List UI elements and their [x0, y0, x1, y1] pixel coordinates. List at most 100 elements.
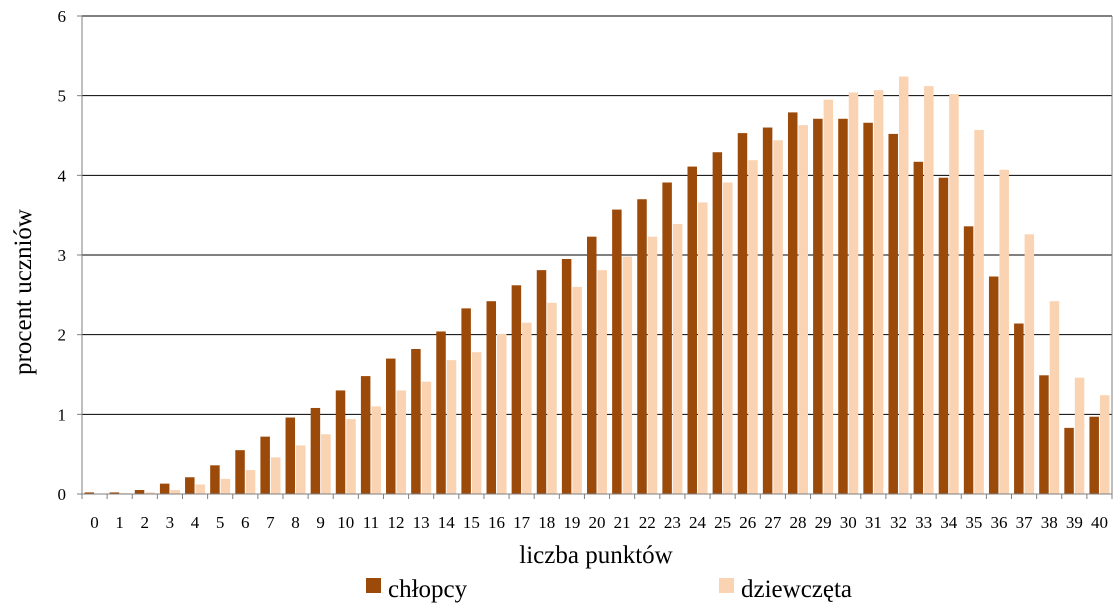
bar-dziewczeta-7: [270, 457, 281, 494]
bar-chlopcy-3: [159, 483, 170, 494]
bar-chlopcy-11: [360, 376, 371, 494]
bar-chlopcy-26: [737, 133, 748, 495]
bar-dziewczeta-36: [999, 169, 1009, 495]
bar-chlopcy-15: [461, 308, 471, 494]
bar-dziewczeta-2: [145, 492, 155, 494]
x-tick-label: 17: [513, 513, 531, 532]
y-tick-label: 2: [58, 326, 67, 345]
bar-dziewczeta-17: [522, 322, 532, 494]
bar-dziewczeta-19: [572, 286, 582, 494]
bar-chlopcy-36: [988, 276, 999, 494]
y-tick-label: 1: [58, 405, 67, 424]
x-tick-labels: 0 1 2 3 4 5 6 7 8 9 10 11 12 13 14 15 16 17 18 19 20 21 22 23 24…: [90, 513, 1108, 532]
x-tick-label: 11: [363, 513, 379, 532]
bar-dziewczeta-11: [371, 406, 381, 494]
x-tick-label: 0: [90, 513, 99, 532]
legend-swatch-chlopcy: [366, 578, 381, 593]
bar-dziewczeta-31: [873, 90, 884, 494]
x-tick-label: 14: [438, 513, 456, 532]
x-tick-label: 37: [1016, 513, 1034, 532]
bar-chlopcy-13: [411, 349, 421, 494]
x-tick-label: 22: [639, 513, 656, 532]
x-tick-label: 33: [915, 513, 932, 532]
x-tick-label: 6: [241, 513, 250, 532]
bar-chlopcy-2: [134, 490, 145, 494]
x-tick-label: 40: [1091, 513, 1108, 532]
bar-chlopcy-33: [913, 161, 924, 495]
legend-swatch-dziewczeta: [719, 578, 734, 593]
bar-chlopcy-37: [1014, 323, 1024, 494]
x-tick-label: 3: [166, 513, 175, 532]
bar-dziewczeta-8: [296, 445, 306, 494]
bar-dziewczeta-25: [723, 182, 733, 494]
bar-chlopcy-30: [838, 118, 848, 495]
bar-dziewczeta-33: [924, 86, 934, 495]
bar-chlopcy-31: [863, 122, 873, 495]
bar-dziewczeta-13: [421, 381, 432, 494]
x-tick-label: 38: [1041, 513, 1058, 532]
bar-chlopcy-5: [210, 465, 220, 494]
y-tick-label: 6: [58, 7, 67, 26]
x-tick-label: 24: [689, 513, 707, 532]
bar-dziewczeta-29: [823, 99, 834, 495]
bar-chlopcy-35: [963, 226, 974, 494]
bar-chlopcy-21: [612, 209, 622, 494]
bar-dziewczeta-3: [170, 490, 180, 494]
bar-dziewczeta-27: [773, 140, 783, 494]
bar-chlopcy-27: [762, 127, 773, 495]
bar-chlopcy-32: [888, 133, 898, 494]
bar-dziewczeta-22: [647, 236, 658, 494]
x-tick-label: 7: [266, 513, 275, 532]
bar-dziewczeta-18: [547, 302, 557, 494]
y-axis-title: procent uczniów: [10, 209, 37, 375]
bar-chlopcy-12: [386, 358, 396, 494]
x-tick-label: 31: [865, 513, 882, 532]
bar-dziewczeta-6: [245, 470, 256, 494]
x-tick-label: 18: [538, 513, 555, 532]
bar-chlopcy-39: [1064, 427, 1074, 494]
bar-chlopcy-34: [938, 177, 949, 494]
x-tick-label: 13: [413, 513, 430, 532]
x-axis-title: liczba punktów: [519, 542, 672, 569]
x-tick-label: 16: [488, 513, 505, 532]
x-tick-label: 26: [739, 513, 756, 532]
bar-chlopcy-20: [587, 236, 597, 494]
x-tick-label: 20: [589, 513, 606, 532]
x-tick-label: 28: [789, 513, 806, 532]
x-tick-label: 10: [337, 513, 354, 532]
y-tick-label: 0: [58, 485, 67, 504]
x-tick-label: 5: [216, 513, 225, 532]
bar-chlopcy-10: [335, 390, 346, 494]
bar-dziewczeta-9: [321, 434, 331, 494]
bar-chlopcy-9: [310, 407, 321, 494]
bar-chlopcy-1: [109, 492, 120, 494]
x-tick-label: 25: [714, 513, 731, 532]
bar-chlopcy-6: [235, 450, 245, 494]
x-tick-label: 39: [1066, 513, 1083, 532]
bar-dziewczeta-5: [220, 478, 231, 494]
bar-chlopcy-16: [486, 301, 497, 494]
x-tick-label: 8: [291, 513, 300, 532]
x-tick-label: 19: [563, 513, 580, 532]
bar-chlopcy-25: [712, 152, 723, 495]
x-tick-label: 35: [965, 513, 982, 532]
bar-dziewczeta-20: [597, 270, 607, 494]
bar-chlopcy-24: [687, 166, 697, 494]
bar-dziewczeta-40: [1099, 395, 1110, 494]
bar-chlopcy-29: [813, 118, 823, 495]
bar-chlopcy-7: [260, 436, 270, 494]
x-tick-label: 12: [388, 513, 405, 532]
bar-dziewczeta-15: [471, 352, 482, 494]
x-tick-label: 1: [115, 513, 124, 532]
bar-dziewczeta-16: [497, 333, 507, 494]
bar-dziewczeta-12: [396, 390, 407, 494]
bar-dziewczeta-37: [1024, 234, 1035, 494]
bar-dziewczeta-10: [346, 419, 356, 494]
y-tick-label: 4: [58, 166, 67, 185]
bar-dziewczeta-23: [672, 223, 683, 494]
bar-dziewczeta-28: [798, 125, 808, 494]
bar-dziewczeta-30: [848, 92, 859, 494]
bar-dziewczeta-26: [748, 160, 758, 495]
bar-chlopcy-4: [185, 477, 195, 494]
